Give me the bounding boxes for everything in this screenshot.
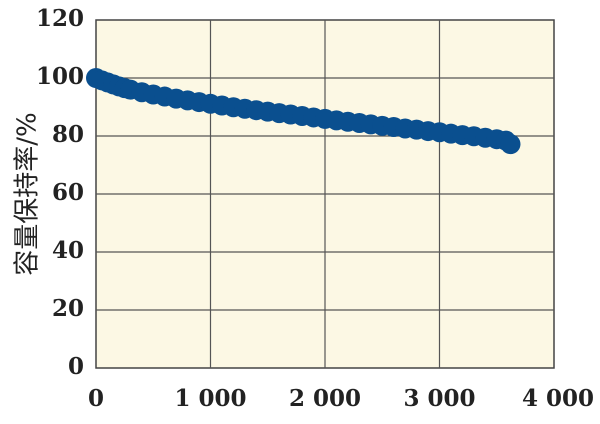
x-tick-label: 3 000 <box>403 385 475 412</box>
x-axis-ticks: 0 1 000 2 000 3 000 4 000 <box>88 385 594 412</box>
y-tick-label: 60 <box>52 179 84 206</box>
x-tick-label: 2 000 <box>289 385 361 412</box>
y-tick-label: 0 <box>68 353 84 380</box>
data-points <box>86 68 521 155</box>
y-tick-label: 40 <box>52 237 84 264</box>
y-tick-label: 100 <box>36 63 84 90</box>
y-axis-ticks: 0 20 40 60 80 100 120 <box>36 5 84 380</box>
y-tick-label: 120 <box>36 5 84 32</box>
data-point <box>500 134 521 155</box>
y-axis-label: 容量保持率/% <box>13 112 43 275</box>
x-tick-label: 1 000 <box>174 385 246 412</box>
y-tick-label: 80 <box>52 121 84 148</box>
x-tick-label: 4 000 <box>522 385 594 412</box>
x-tick-label: 0 <box>88 385 104 412</box>
y-tick-label: 20 <box>52 295 84 322</box>
